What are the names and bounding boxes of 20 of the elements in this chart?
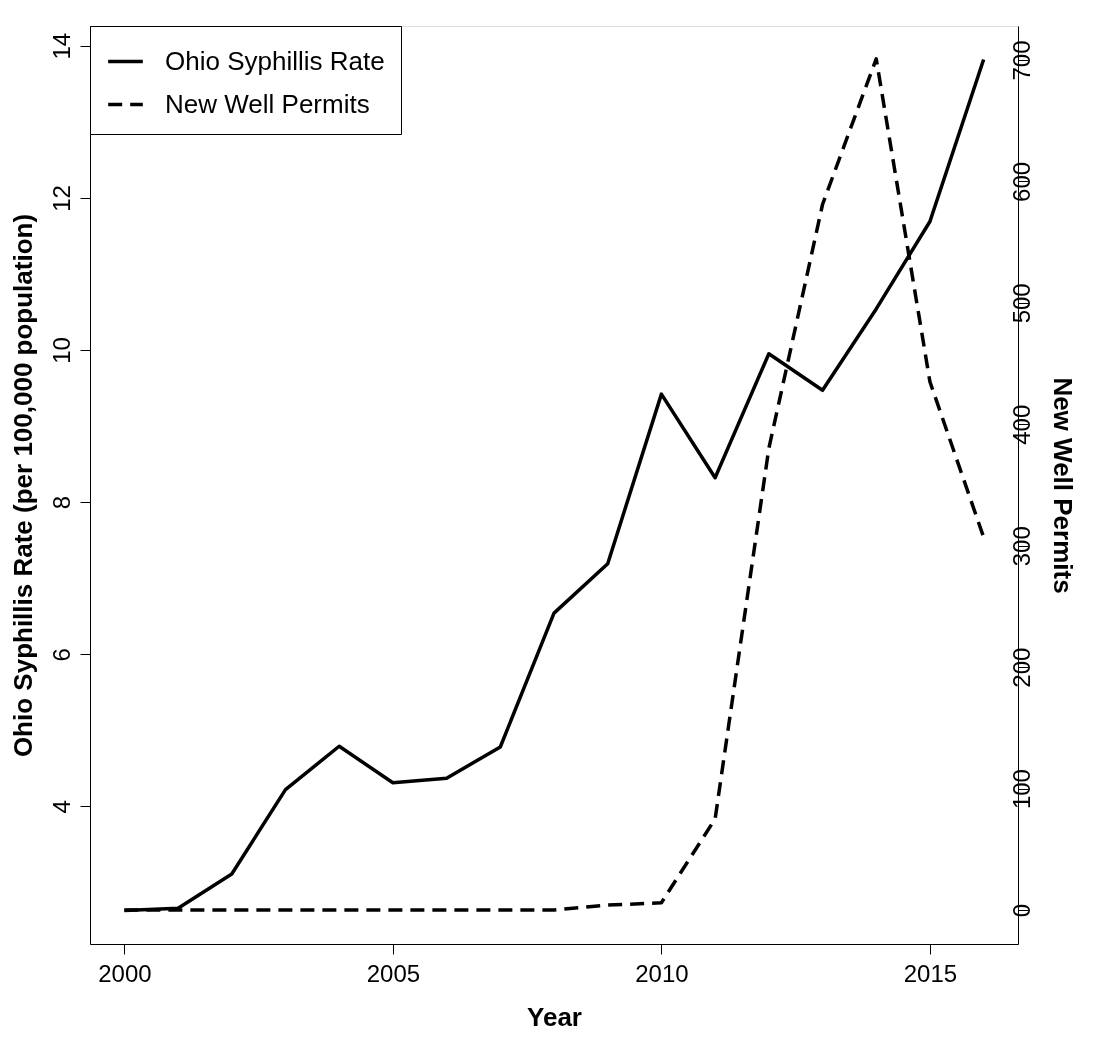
legend-label: New Well Permits (165, 88, 370, 119)
y2-tick-label: 400 (1007, 404, 1035, 445)
y-tick-label: 12 (47, 185, 75, 212)
y-tick-label: 6 (47, 648, 75, 662)
y-tick-label: 8 (47, 495, 75, 510)
y2-tick-label: 300 (1007, 526, 1035, 567)
x-tick-label: 2015 (903, 959, 958, 987)
y2-axis-title: New Well Permits (1047, 377, 1078, 594)
legend-label: Ohio Syphillis Rate (165, 45, 385, 76)
x-tick-label: 2000 (98, 959, 152, 987)
x-tick-label: 2005 (366, 959, 421, 987)
y2-tick-label: 200 (1007, 647, 1035, 688)
x-axis-title: Year (527, 1001, 582, 1032)
y-tick-label: 10 (47, 337, 75, 364)
y-tick-label: 14 (47, 32, 75, 60)
y-axis-title: Ohio Syphillis Rate (per 100,000 population) (7, 213, 38, 758)
x-tick-label: 2010 (635, 959, 689, 987)
y2-tick-label: 500 (1007, 283, 1035, 324)
y2-tick-label: 600 (1007, 161, 1035, 202)
y-tick-label: 4 (47, 800, 75, 814)
